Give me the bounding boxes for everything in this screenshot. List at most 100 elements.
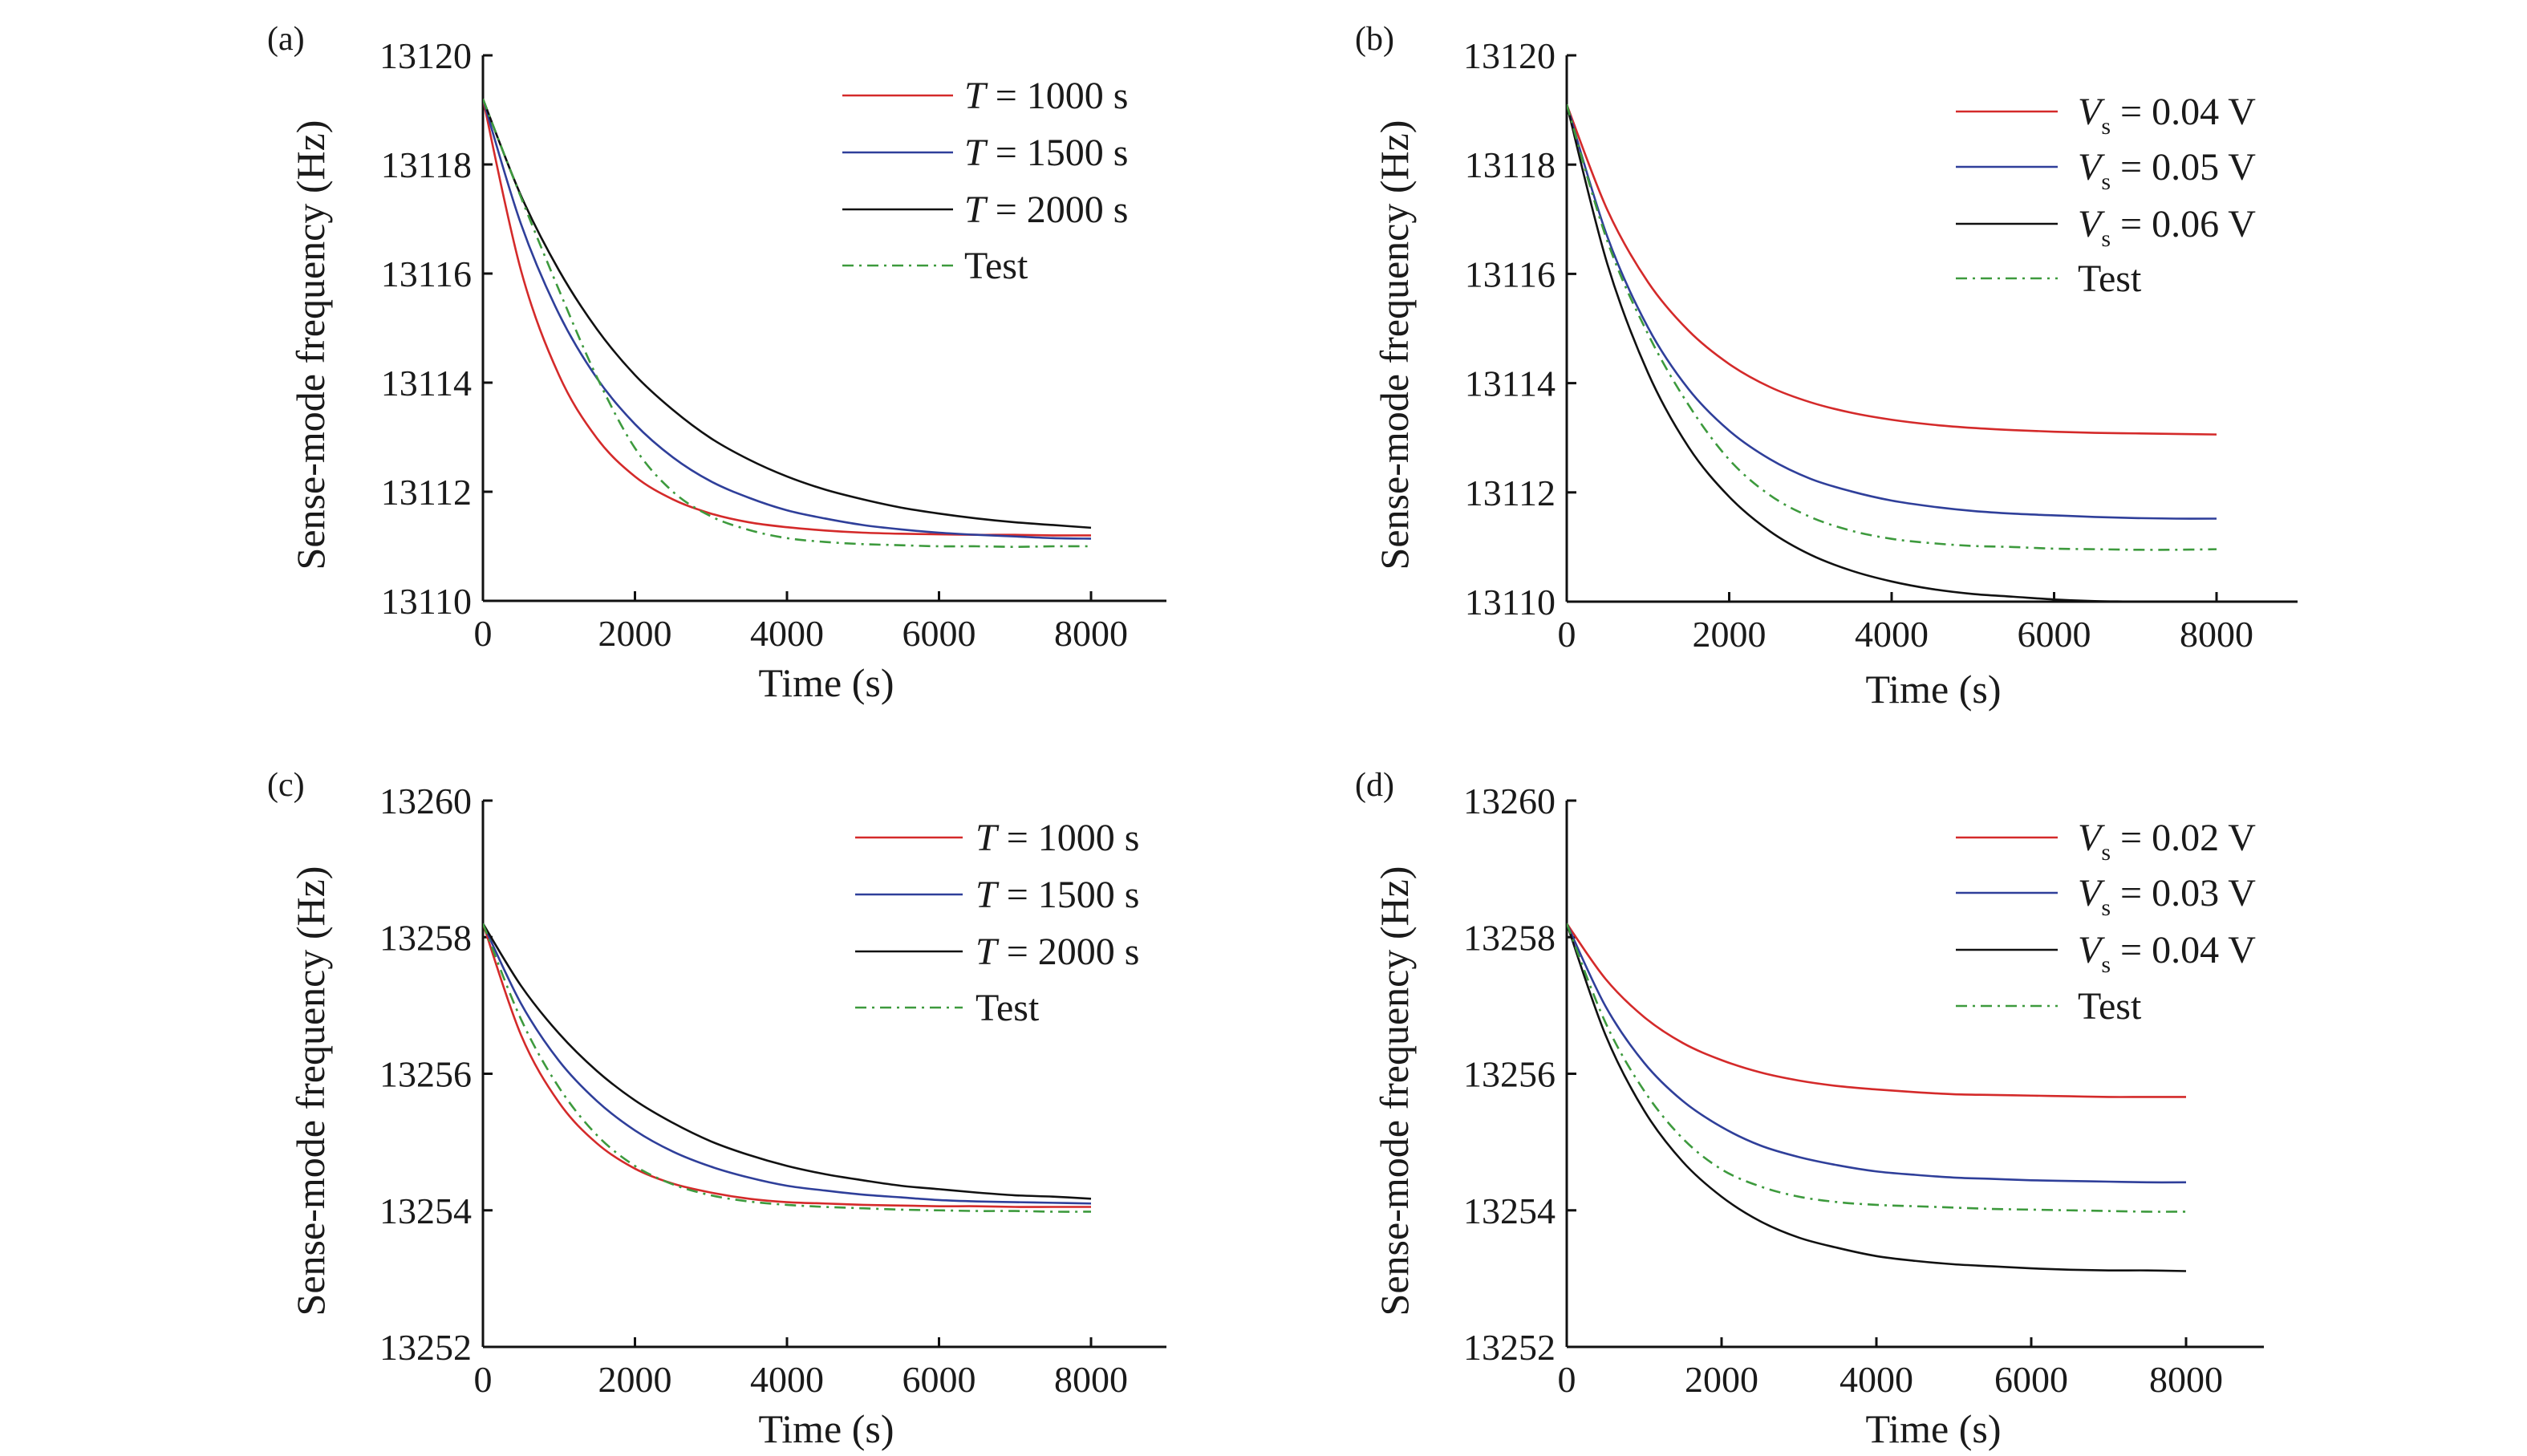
series-line-0: [1567, 923, 2186, 1098]
legend-label: T = 1000 s: [976, 817, 1139, 859]
y-tick-label: 13256: [379, 1054, 472, 1095]
legend-label: T = 1000 s: [964, 75, 1128, 117]
x-tick-label: 8000: [2180, 614, 2253, 655]
legend-var: T: [976, 931, 1000, 973]
panel-label: (c): [267, 767, 305, 804]
y-axis-label: Sense-mode frequency (Hz): [1372, 866, 1417, 1316]
x-tick-label: 0: [1558, 614, 1576, 655]
legend-label: Test: [2078, 258, 2142, 300]
legend-label: T = 1500 s: [964, 132, 1128, 174]
series-line-2: [483, 923, 1092, 1200]
legend-label: T = 1500 s: [976, 874, 1139, 916]
x-tick-label: 8000: [1054, 613, 1128, 654]
legend-text: Test: [2078, 258, 2142, 300]
series-line-2: [1567, 923, 2187, 1272]
x-tick-label: 4000: [750, 613, 824, 654]
y-tick-label: 13252: [379, 1327, 472, 1368]
x-tick-label: 0: [474, 1359, 493, 1400]
legend-var: V: [2078, 817, 2105, 859]
series-line-1: [483, 99, 1092, 540]
y-tick-label: 13112: [381, 472, 472, 513]
legend-text: = 1500 s: [986, 132, 1129, 174]
y-tick-label: 13118: [381, 144, 472, 185]
series-line-1: [1567, 103, 2217, 520]
legend-var: T: [976, 817, 1000, 859]
x-axis-label: Time (s): [758, 1406, 894, 1451]
x-axis-label: Time (s): [758, 660, 894, 705]
legend-var: V: [2078, 203, 2105, 245]
legend-var: T: [964, 189, 988, 231]
legend-var: V: [2078, 91, 2105, 133]
y-tick-label: 13110: [381, 581, 472, 622]
legend-text: = 0.02 V: [2111, 817, 2256, 859]
legend-text: = 1000 s: [997, 817, 1140, 859]
y-tick-label: 13114: [1465, 363, 1556, 404]
legend-var: T: [964, 75, 988, 117]
legend-text: = 0.03 V: [2111, 872, 2256, 915]
y-tick-label: 13120: [1463, 35, 1556, 76]
y-tick-label: 13260: [379, 781, 472, 821]
y-axis-label: Sense-mode frequency (Hz): [1372, 120, 1417, 570]
y-tick-label: 13256: [1463, 1054, 1556, 1095]
legend-text: Test: [976, 987, 1040, 1029]
y-tick-label: 13120: [379, 35, 472, 76]
legend-label: Vs = 0.06 V: [2078, 203, 2256, 252]
y-axis-label: Sense-mode frequency (Hz): [288, 120, 333, 570]
legend-label: Vs = 0.04 V: [2078, 929, 2256, 978]
series-line-1: [483, 923, 1092, 1205]
x-tick-label: 4000: [1855, 614, 1929, 655]
y-tick-label: 13118: [1465, 144, 1556, 185]
legend-text: = 0.06 V: [2111, 203, 2256, 245]
y-tick-label: 13114: [381, 363, 472, 404]
y-tick-label: 13116: [381, 253, 472, 294]
x-tick-label: 4000: [750, 1359, 824, 1400]
panel-label: (d): [1355, 767, 1394, 804]
y-tick-label: 13260: [1463, 781, 1556, 821]
y-tick-label: 13252: [1463, 1327, 1556, 1368]
x-tick-label: 2000: [1685, 1359, 1758, 1400]
x-tick-label: 0: [474, 613, 493, 654]
legend-subscript: s: [2101, 168, 2111, 195]
legend-label: Vs = 0.05 V: [2078, 146, 2256, 195]
x-axis-label: Time (s): [1865, 1406, 2001, 1451]
legend-var: V: [2078, 929, 2105, 971]
x-tick-label: 2000: [1693, 614, 1766, 655]
series-line-2: [483, 98, 1092, 529]
y-axis-label: Sense-mode frequency (Hz): [288, 866, 333, 1316]
y-tick-label: 13112: [1465, 472, 1556, 513]
x-axis-label: Time (s): [1865, 667, 2001, 712]
chart-panel-b: 13110 13112 13114 13116 13118 13120 0 2000 4000 6…: [1355, 21, 2298, 712]
legend-subscript: s: [2101, 839, 2111, 866]
legend-text: = 1000 s: [986, 75, 1129, 117]
legend-text: = 2000 s: [986, 189, 1129, 231]
series-line-0: [1567, 103, 2217, 436]
y-tick-label: 13254: [379, 1190, 472, 1231]
x-tick-label: 2000: [598, 613, 672, 654]
legend-label: Test: [964, 245, 1028, 287]
y-tick-label: 13116: [1465, 253, 1556, 294]
chart-panel-a: 13110 13112 13114 13116 13118 13120 0 2000 4000 6…: [267, 21, 1166, 705]
panel-label: (a): [267, 21, 305, 58]
x-tick-label: 6000: [1994, 1359, 2068, 1400]
y-tick-label: 13254: [1463, 1190, 1556, 1231]
legend-subscript: s: [2101, 113, 2111, 140]
legend-text: = 0.05 V: [2111, 146, 2256, 189]
series-line-3: [1567, 103, 2217, 551]
x-tick-label: 2000: [598, 1359, 672, 1400]
chart-panel-d: 13252 13254 13256 13258 13260 0 2000 4000 6000 80…: [1355, 767, 2264, 1451]
legend-subscript: s: [2101, 225, 2111, 252]
legend-var: V: [2078, 872, 2105, 915]
x-tick-label: 0: [1558, 1359, 1576, 1400]
x-tick-label: 8000: [2149, 1359, 2223, 1400]
series-line-3: [1567, 923, 2187, 1213]
y-tick-label: 13258: [379, 917, 472, 958]
series-line-0: [483, 923, 1091, 1208]
series-line-2: [1567, 103, 2174, 602]
legend-label: Vs = 0.04 V: [2078, 91, 2256, 140]
legend-label: Vs = 0.02 V: [2078, 817, 2256, 866]
x-tick-label: 4000: [1839, 1359, 1913, 1400]
series-line-1: [1567, 923, 2187, 1184]
series-line-3: [483, 98, 1092, 548]
legend-label: Test: [976, 987, 1040, 1029]
